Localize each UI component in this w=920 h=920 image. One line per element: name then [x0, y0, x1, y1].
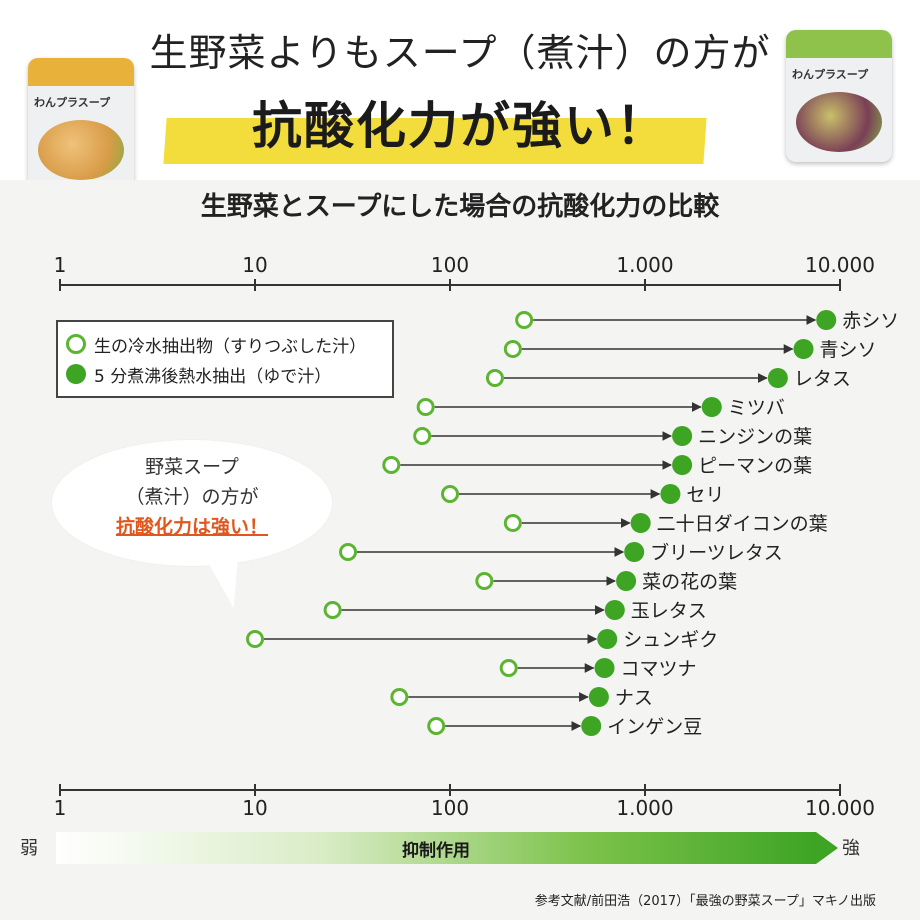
legend: 生の冷水抽出物（すりつぶした汁） 5 分煮沸後熱水抽出（ゆで汁） — [56, 320, 394, 398]
boiled-extract-point — [672, 455, 693, 475]
speech-bubble — [52, 440, 332, 566]
vegetable-label: 玉レタス — [631, 600, 707, 622]
boiled-extract-point — [581, 716, 602, 736]
raw-extract-point — [339, 543, 358, 561]
axis-tick-label: 100 — [431, 796, 469, 820]
vegetable-label: ニンジンの葉 — [698, 426, 812, 448]
axis-tick-label: 1.000 — [616, 796, 673, 820]
boiled-extract-point — [588, 687, 609, 707]
boiled-extract-point — [624, 542, 645, 562]
boiled-extract-point — [660, 484, 681, 504]
axis-tick-label: 10 — [242, 253, 267, 277]
boiled-extract-point — [767, 368, 788, 388]
vegetable-label: ピーマンの葉 — [698, 455, 812, 477]
scale-arrow-icon — [816, 832, 838, 864]
boiled-extract-point — [672, 426, 693, 446]
headline-area: 生野菜よりもスープ（煮汁）の方が 抗酸化力が強い！ — [0, 0, 920, 180]
headline-line2: 抗酸化力が強い！ — [252, 97, 668, 155]
raw-extract-point — [323, 601, 342, 619]
boiled-extract-point — [594, 658, 615, 678]
boiled-extract-point — [701, 397, 722, 417]
axis-tick-label: 1.000 — [616, 253, 673, 277]
package-band — [786, 30, 892, 58]
headline-line1: 生野菜よりもスープ（煮汁）の方が — [149, 31, 771, 75]
legend-label-raw: 生の冷水抽出物（すりつぶした汁） — [94, 336, 367, 357]
boiled-extract-point — [793, 339, 814, 359]
chart-title: 生野菜とスープにした場合の抗酸化力の比較 — [200, 192, 720, 222]
raw-extract-point — [382, 456, 401, 474]
raw-extract-point — [499, 659, 518, 677]
speech-bubble-text: 野菜スープ （煮汁）の方が 抗酸化力は強い！ — [52, 452, 332, 542]
open-circle-icon — [66, 334, 86, 354]
legend-row-boiled: 5 分煮沸後熱水抽出（ゆで汁） — [66, 362, 332, 387]
filled-circle-icon — [66, 364, 86, 384]
axis-tick-label: 10.000 — [805, 796, 875, 820]
raw-extract-point — [515, 311, 534, 329]
raw-extract-point — [390, 688, 409, 706]
vegetable-label: 赤シソ — [842, 310, 899, 332]
soup-package-icon — [796, 92, 882, 152]
raw-extract-point — [475, 572, 494, 590]
vegetable-label: ミツバ — [728, 397, 785, 419]
axis-tick-label: 1 — [54, 253, 67, 277]
vegetable-label: ブリーツレタス — [650, 541, 783, 564]
boiled-extract-point — [616, 571, 637, 591]
axis-tick-label: 100 — [431, 253, 469, 277]
raw-extract-point — [427, 717, 446, 735]
vegetable-label: コマツナ — [621, 658, 697, 680]
axis-tick-label: 10.000 — [805, 253, 875, 277]
raw-extract-point — [503, 340, 522, 358]
raw-extract-point — [503, 514, 522, 532]
bubble-line1: 野菜スープ — [145, 456, 239, 478]
vegetable-label: インゲン豆 — [607, 716, 702, 738]
scale-strong-label: 強 — [842, 838, 860, 859]
legend-label-boiled: 5 分煮沸後熱水抽出（ゆで汁） — [94, 366, 332, 387]
scale-label: 抑制作用 — [402, 841, 470, 861]
product-name-right: わんプラスープ — [792, 68, 869, 81]
scale-weak-label: 弱 — [20, 838, 38, 859]
boiled-extract-point — [604, 600, 625, 620]
package-band — [28, 58, 134, 86]
vegetable-label: セリ — [686, 484, 724, 506]
vegetable-label: レタス — [794, 368, 851, 390]
boiled-extract-point — [597, 629, 618, 649]
legend-row-raw: 生の冷水抽出物（すりつぶした汁） — [66, 332, 367, 357]
raw-extract-point — [413, 427, 432, 445]
bubble-line2: （煮汁）の方が — [125, 486, 259, 508]
vegetable-label: シュンギク — [623, 629, 718, 651]
axis-tick-label: 10 — [242, 796, 267, 820]
vegetable-label: 菜の花の葉 — [642, 571, 737, 593]
raw-extract-point — [441, 485, 459, 503]
source-citation: 参考文献/前田浩（2017）「最強の野菜スープ」マキノ出版 — [534, 894, 876, 909]
boiled-extract-point — [816, 310, 837, 330]
soup-package-icon — [38, 120, 124, 180]
vegetable-label: 青シソ — [820, 339, 877, 361]
bubble-emphasis: 抗酸化力は強い！ — [115, 516, 268, 538]
raw-extract-point — [416, 398, 435, 416]
vegetable-label: ナス — [615, 687, 653, 709]
boiled-extract-point — [630, 513, 651, 533]
raw-extract-point — [246, 630, 264, 648]
product-name-left: わんプラスープ — [34, 96, 111, 109]
product-package-left: わんプラスープ — [28, 58, 134, 190]
vegetable-label: 二十日ダイコンの葉 — [657, 513, 828, 535]
raw-extract-point — [485, 369, 504, 387]
scale-gradient-bar — [56, 832, 816, 864]
product-package-right: わんプラスープ — [786, 30, 892, 162]
axis-tick-label: 1 — [54, 796, 67, 820]
